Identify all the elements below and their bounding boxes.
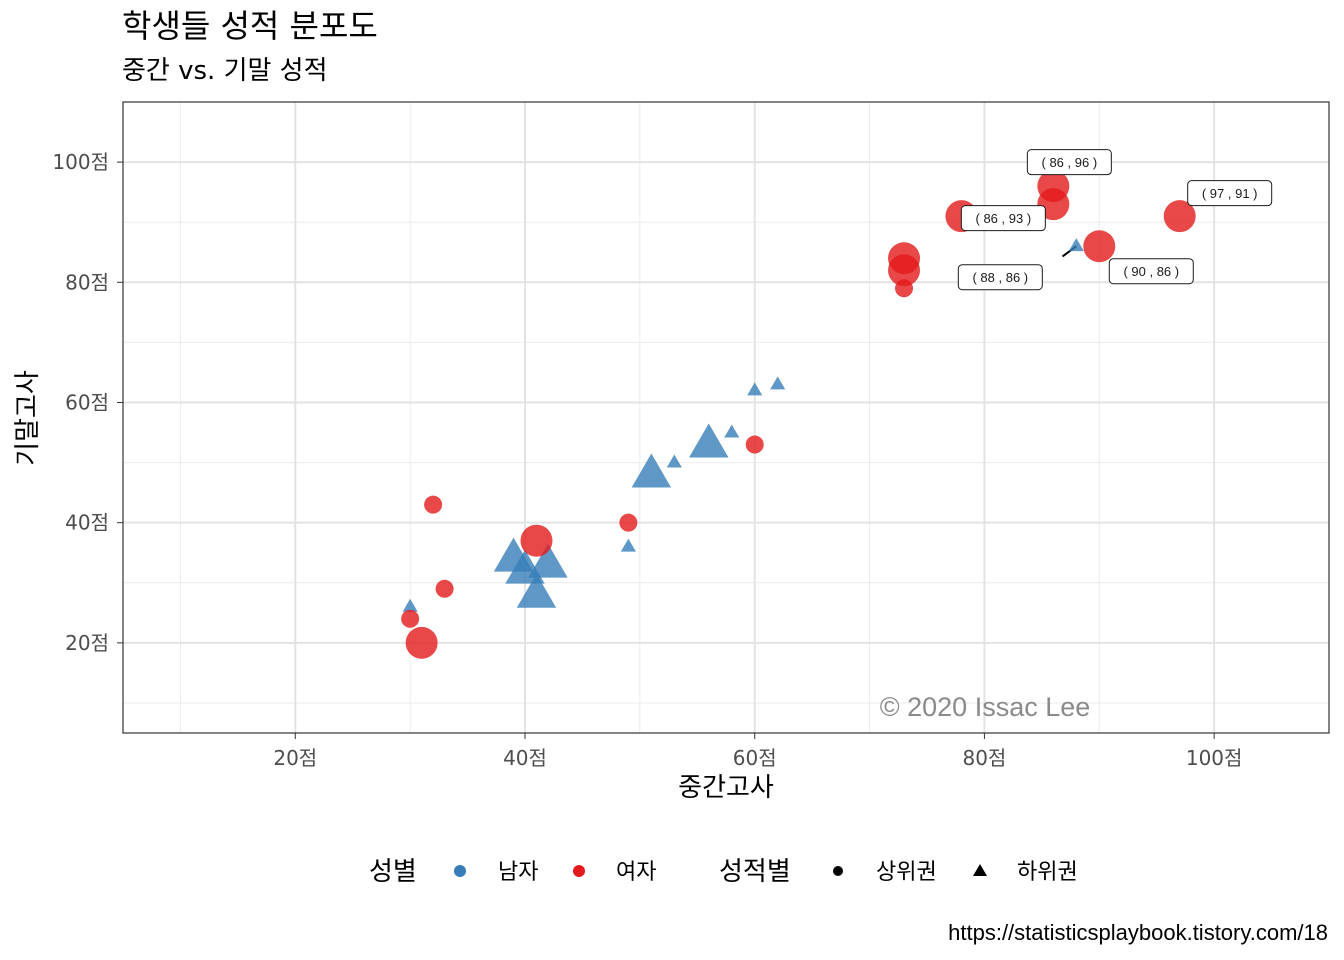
point-label-box <box>1108 258 1194 285</box>
y-tick-label: 80점 <box>65 270 109 294</box>
data-point <box>666 454 682 468</box>
point-label: ( 97 , 91 ) <box>1187 180 1273 207</box>
data-point <box>724 424 740 438</box>
watermark: © 2020 Issac Lee <box>880 692 1091 722</box>
data-point <box>888 254 921 287</box>
y-tick-label: 20점 <box>65 631 109 655</box>
plot-border <box>122 101 1330 734</box>
data-point <box>528 543 568 578</box>
data-point <box>435 579 454 598</box>
data-point <box>405 626 438 659</box>
y-tick-label: 100점 <box>52 150 109 174</box>
data-point <box>745 435 764 454</box>
point-label-box <box>960 205 1046 232</box>
legend-label-bottom: 하위권 <box>1017 860 1078 885</box>
point-label-text: ( 86 , 93 ) <box>976 211 1032 226</box>
data-point <box>1163 200 1196 233</box>
point-label-text: ( 86 , 96 ) <box>1042 155 1098 170</box>
point-label-text: ( 97 , 91 ) <box>1202 186 1258 201</box>
chart-subtitle: 중간 vs. 기말 성적 <box>122 56 328 86</box>
data-point <box>402 598 418 612</box>
x-axis-title: 중간고사 <box>678 773 774 803</box>
legend-key-male <box>454 865 466 877</box>
y-axis-ticks: 20점 40점 60점 80점 100점 <box>52 150 123 655</box>
legend-key-bottom <box>973 864 987 876</box>
data-point <box>1083 230 1116 263</box>
caption-url: https://statisticsplaybook.tistory.com/1… <box>948 920 1328 945</box>
legend-key-top <box>833 866 843 876</box>
data-point <box>401 609 420 628</box>
y-axis-title: 기말고사 <box>13 370 43 466</box>
legend-label-female: 여자 <box>616 860 656 885</box>
data-point <box>895 279 914 298</box>
legend-title-gender: 성별 <box>369 857 417 887</box>
grid-lines <box>123 102 1329 733</box>
data-point <box>520 524 553 557</box>
data-points <box>401 170 1196 659</box>
point-label-text: ( 90 , 86 ) <box>1123 264 1179 279</box>
data-point <box>689 423 729 458</box>
data-point <box>1068 238 1084 252</box>
data-point <box>619 513 638 532</box>
point-label: ( 86 , 96 ) <box>1026 149 1112 176</box>
point-labels: ( 86 , 96 ) ( 97 , 91 ) ( 86 , 93 ) ( 88 , … <box>957 149 1273 291</box>
data-point <box>424 495 443 514</box>
legend-label-top: 상위권 <box>876 860 937 885</box>
point-label: ( 90 , 86 ) <box>1108 258 1194 285</box>
data-point <box>620 538 636 552</box>
plot-panel <box>123 102 1329 733</box>
legend-title-grade: 성적별 <box>719 857 791 887</box>
y-tick-label: 60점 <box>65 390 109 414</box>
data-point <box>747 382 763 396</box>
point-label: ( 86 , 93 ) <box>960 205 1046 232</box>
data-point <box>631 453 672 488</box>
point-label-box <box>1187 180 1273 207</box>
point-label: ( 88 , 86 ) <box>957 264 1043 291</box>
data-point <box>770 376 786 390</box>
point-label-text: ( 88 , 86 ) <box>972 270 1028 285</box>
x-tick-label: 100점 <box>1186 746 1243 770</box>
data-point <box>516 573 557 608</box>
legend: 성별 남자 여자 성적별 상위권 하위권 <box>369 857 1078 887</box>
x-tick-label: 20점 <box>273 746 317 770</box>
y-tick-label: 40점 <box>65 511 109 535</box>
x-axis-ticks: 20점 40점 60점 80점 100점 <box>273 733 1242 770</box>
point-label-box <box>1026 149 1112 176</box>
legend-key-female <box>573 865 585 877</box>
x-tick-label: 40점 <box>503 746 547 770</box>
chart-title: 학생들 성적 분포도 <box>122 7 378 45</box>
point-label-box <box>957 264 1043 291</box>
legend-label-male: 남자 <box>498 860 538 885</box>
x-tick-label: 60점 <box>733 746 777 770</box>
x-tick-label: 80점 <box>962 746 1006 770</box>
